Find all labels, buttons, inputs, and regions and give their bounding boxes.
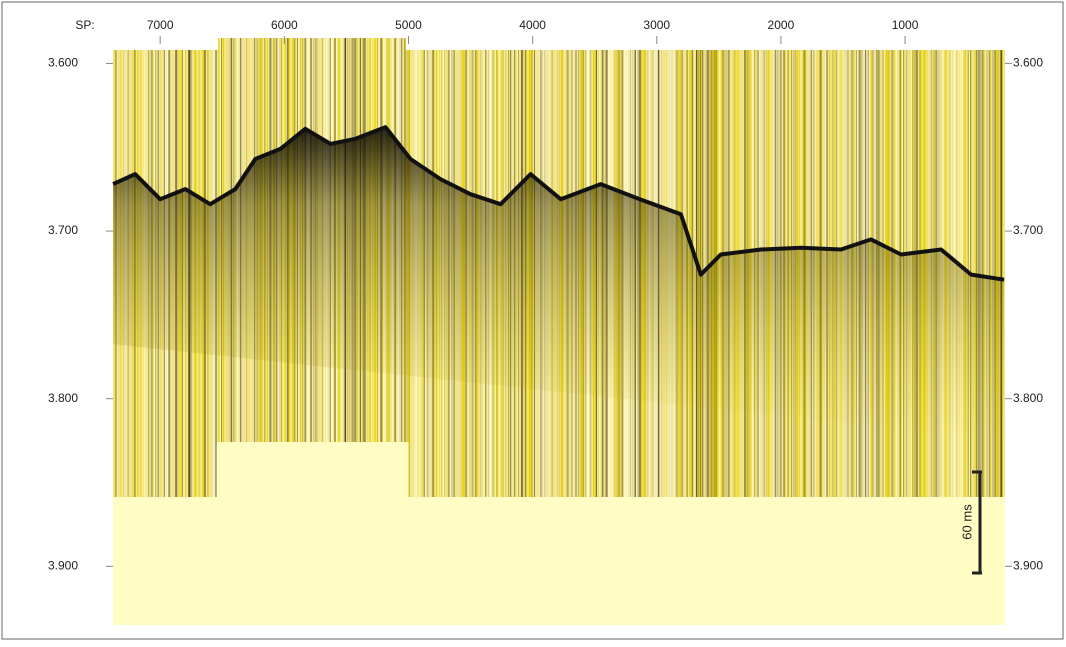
x-axis-label: SP: <box>75 18 94 32</box>
y-tick-label: 3.700 <box>48 223 78 237</box>
chart: SP: 60 ms 3.600 3.600 3.700 3.700 3.800 3.800… <box>0 0 1066 642</box>
x-tick-label: 6000 <box>271 18 298 32</box>
y-tick-label-right: 3.900 <box>1013 558 1043 572</box>
y-tick-label-right: 3.600 <box>1013 56 1043 70</box>
x-tick-label: 1000 <box>892 18 919 32</box>
x-tick-label: 2000 <box>768 18 795 32</box>
page: SP: 60 ms 3.600 3.600 3.700 3.700 3.800 3.800… <box>0 0 1066 642</box>
y-tick-label: 3.900 <box>48 558 78 572</box>
x-tick-label: 4000 <box>519 18 546 32</box>
y-tick-label-right: 3.700 <box>1013 223 1043 237</box>
x-tick-label: 7000 <box>147 18 174 32</box>
scale-bar-label: 60 ms <box>959 504 974 540</box>
gap-block <box>216 442 409 498</box>
y-tick-label: 3.600 <box>48 56 78 70</box>
x-tick-label: 3000 <box>643 18 670 32</box>
x-tick-label: 5000 <box>395 18 422 32</box>
y-tick-label-right: 3.800 <box>1013 391 1043 405</box>
y-tick-label: 3.800 <box>48 391 78 405</box>
